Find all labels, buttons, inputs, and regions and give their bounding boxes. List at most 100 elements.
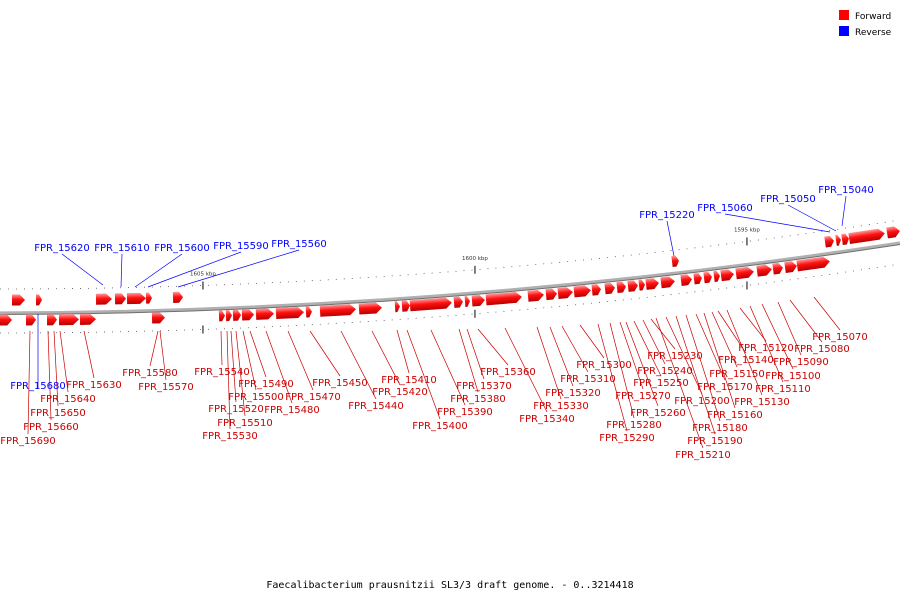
reverse-gene-label: FPR_15050 — [760, 194, 816, 205]
genome-caption: Faecalibacterium prausnitzii SL3/3 draft… — [266, 580, 633, 591]
forward-gene-arrow — [772, 262, 783, 275]
forward-gene-label: FPR_15180 — [692, 423, 748, 434]
reverse-gene-arrow — [886, 226, 900, 239]
forward-gene-label: FPR_15360 — [480, 367, 536, 378]
legend-forward-label: Forward — [855, 12, 891, 22]
forward-gene-label: FPR_15660 — [23, 422, 79, 433]
forward-gene-label: FPR_15650 — [30, 408, 86, 419]
reverse-gene-label: FPR_15060 — [697, 203, 753, 214]
leader-line — [242, 330, 257, 391]
leader-line — [59, 330, 69, 393]
forward-gene-label: FPR_15160 — [707, 410, 763, 421]
forward-gene-arrow — [784, 261, 797, 273]
forward-gene-arrow — [720, 269, 734, 282]
forward-gene-label: FPR_15130 — [734, 397, 790, 408]
forward-gene-label: FPR_15570 — [138, 382, 194, 393]
genome-backbone-shadow — [0, 244, 900, 315]
label-leaders — [27, 195, 847, 449]
forward-gene-label: FPR_15400 — [412, 421, 468, 432]
forward-gene-arrow — [151, 312, 165, 324]
forward-gene-label: FPR_15520 — [208, 404, 264, 415]
leader-line — [536, 326, 562, 400]
leader-line — [27, 330, 31, 435]
forward-gene-label: FPR_15540 — [194, 367, 250, 378]
forward-gene-arrow — [58, 314, 79, 326]
forward-gene-label: FPR_15250 — [633, 378, 689, 389]
forward-gene-label: FPR_15210 — [675, 450, 731, 461]
forward-gene-label: FPR_15530 — [202, 431, 258, 442]
leader-line — [777, 301, 802, 356]
reverse-gene-arrow — [35, 294, 42, 306]
leader-line — [226, 330, 231, 430]
forward-gene-label: FPR_15320 — [545, 388, 601, 399]
gene-arrows — [0, 226, 900, 326]
scale-guides — [0, 219, 900, 334]
leader-line — [430, 329, 466, 406]
tick-label: 1595 kbp — [734, 227, 760, 233]
leader-line — [561, 325, 589, 373]
forward-gene-label: FPR_15260 — [630, 408, 686, 419]
reverse-gene-arrow — [671, 255, 679, 267]
reverse-gene-label: FPR_15590 — [213, 241, 269, 252]
forward-gene-arrow — [218, 310, 225, 322]
forward-gene-label: FPR_15470 — [285, 392, 341, 403]
forward-gene-label: FPR_15510 — [217, 418, 273, 429]
gene-labels: FPR_15620 FPR_15610 FPR_15600 FPR_15590 FPR_… — [0, 185, 874, 461]
forward-gene-arrow — [735, 266, 754, 280]
leader-line — [633, 320, 662, 377]
leader-line — [787, 204, 837, 232]
forward-gene-label: FPR_15280 — [606, 420, 662, 431]
forward-gene-arrow — [796, 256, 830, 272]
reverse-gene-label: FPR_15620 — [34, 243, 90, 254]
leader-line — [230, 330, 237, 403]
leader-line — [549, 326, 574, 387]
forward-gene-arrow — [225, 310, 232, 322]
forward-gene-arrow — [693, 272, 702, 285]
leader-line — [665, 316, 703, 395]
forward-gene-arrow — [46, 314, 57, 326]
reverse-gene-arrow — [145, 292, 152, 304]
forward-gene-arrow — [645, 278, 659, 290]
forward-gene-arrow — [660, 276, 675, 289]
forward-gene-label: FPR_15110 — [755, 384, 811, 395]
forward-gene-label: FPR_15490 — [238, 379, 294, 390]
reverse-gene-label: FPR_15220 — [639, 210, 695, 221]
leader-line — [47, 330, 52, 421]
forward-gene-label: FPR_15390 — [437, 407, 493, 418]
forward-gene-arrow — [25, 314, 36, 326]
tick-label: 1600 kbp — [462, 256, 488, 262]
leader-line — [579, 324, 605, 359]
forward-gene-label: FPR_15300 — [576, 360, 632, 371]
leader-line — [717, 310, 747, 354]
reverse-gene-arrow — [126, 292, 146, 305]
leader-line — [642, 319, 666, 365]
leader-line — [711, 311, 738, 368]
forward-gene-arrow — [703, 271, 712, 284]
forward-gene-arrow — [713, 270, 720, 283]
forward-gene-label: FPR_15120 — [738, 343, 794, 354]
forward-gene-label: FPR_15270 — [615, 391, 671, 402]
forward-gene-label: FPR_15450 — [312, 378, 368, 389]
leader-line — [83, 330, 95, 379]
leader-line — [655, 317, 704, 449]
legend-forward-swatch — [839, 10, 849, 20]
leader-line — [309, 330, 341, 377]
forward-gene-label: FPR_15420 — [372, 387, 428, 398]
leader-line — [120, 253, 123, 288]
forward-gene-arrow — [485, 291, 522, 306]
forward-gene-arrow — [471, 294, 485, 307]
forward-gene-arrow — [241, 309, 254, 321]
reverse-gene-arrow — [95, 293, 112, 305]
leader-line — [249, 330, 267, 378]
leader-line — [147, 251, 242, 288]
forward-gene-label: FPR_15230 — [647, 351, 703, 362]
reverse-gene-label: FPR_15040 — [818, 185, 874, 196]
leader-line — [396, 329, 410, 374]
forward-gene-arrow — [557, 287, 573, 299]
leader-line — [739, 307, 767, 342]
leader-line — [477, 328, 509, 366]
forward-gene-arrow — [358, 302, 382, 315]
leader-line — [695, 313, 726, 381]
forward-gene-arrow — [232, 309, 241, 321]
forward-gene-arrow — [545, 288, 557, 301]
